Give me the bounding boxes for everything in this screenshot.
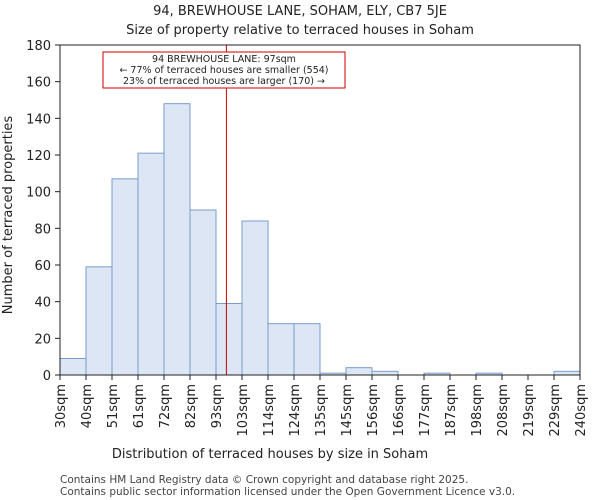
x-tick-label: 135sqm bbox=[314, 384, 329, 437]
y-tick-label: 40 bbox=[34, 296, 51, 311]
x-tick-label: 72sqm bbox=[158, 384, 173, 428]
x-axis: 30sqm 40sqm 51sqm 61sqm 72sqm 82sqm 93sqm 103sq… bbox=[54, 375, 589, 437]
x-tick-label: 240sqm bbox=[574, 384, 589, 437]
bar-40sqm bbox=[85, 266, 113, 376]
y-axis: 0 20 40 60 80 100 120 140 160 180 bbox=[26, 39, 60, 384]
bar-72sqm bbox=[163, 103, 191, 376]
bar-124sqm bbox=[293, 323, 321, 376]
x-tick-label: 198sqm bbox=[470, 384, 485, 437]
y-axis-label: Number of terraced properties bbox=[1, 116, 16, 315]
x-tick-label: 40sqm bbox=[80, 384, 95, 428]
annotation-line-2: ← 77% of terraced houses are smaller (55… bbox=[119, 65, 328, 76]
bar-93sqm bbox=[215, 303, 243, 376]
bar-82sqm bbox=[189, 209, 217, 376]
bar-61sqm bbox=[137, 152, 165, 376]
bar-156sqm bbox=[371, 370, 399, 376]
x-tick-label: 187sqm bbox=[444, 384, 459, 437]
annotation-line-3: 23% of terraced houses are larger (170) … bbox=[123, 76, 325, 87]
bars-group bbox=[59, 103, 581, 376]
annotation-box: 94 BREWHOUSE LANE: 97sqm ← 77% of terrac… bbox=[102, 51, 346, 89]
y-tick-label: 180 bbox=[26, 39, 51, 54]
annotation-line-1: 94 BREWHOUSE LANE: 97sqm bbox=[152, 54, 296, 65]
y-tick-label: 0 bbox=[43, 369, 51, 384]
y-tick-label: 160 bbox=[26, 76, 51, 91]
bar-30sqm bbox=[59, 358, 87, 376]
x-tick-label: 103sqm bbox=[236, 384, 251, 437]
bar-229sqm bbox=[553, 370, 581, 376]
x-tick-label: 61sqm bbox=[132, 384, 147, 428]
x-tick-label: 51sqm bbox=[106, 384, 121, 428]
x-tick-label: 156sqm bbox=[366, 384, 381, 437]
x-tick-label: 208sqm bbox=[496, 384, 511, 437]
y-tick-label: 80 bbox=[34, 222, 51, 237]
x-tick-label: 166sqm bbox=[392, 384, 407, 437]
x-tick-label: 177sqm bbox=[418, 384, 433, 437]
bar-145sqm bbox=[345, 367, 373, 376]
x-tick-label: 30sqm bbox=[54, 384, 69, 428]
bar-103sqm bbox=[241, 220, 269, 376]
footer-line-1: Contains HM Land Registry data © Crown c… bbox=[60, 474, 468, 486]
x-tick-label: 219sqm bbox=[522, 384, 537, 437]
bar-114sqm bbox=[267, 323, 295, 376]
y-tick-label: 20 bbox=[34, 332, 51, 347]
chart-title: 94, BREWHOUSE LANE, SOHAM, ELY, CB7 5JE bbox=[153, 4, 447, 19]
y-tick-label: 140 bbox=[26, 112, 51, 127]
x-tick-label: 145sqm bbox=[340, 384, 355, 437]
x-tick-label: 82sqm bbox=[184, 384, 199, 428]
footer-line-2: Contains public sector information licen… bbox=[60, 486, 515, 498]
y-tick-label: 60 bbox=[34, 259, 51, 274]
y-tick-label: 120 bbox=[26, 149, 51, 164]
x-tick-label: 93sqm bbox=[210, 384, 225, 428]
chart-subtitle: Size of property relative to terraced ho… bbox=[126, 23, 474, 38]
annotation-frame bbox=[102, 51, 346, 89]
x-tick-label: 124sqm bbox=[288, 384, 303, 437]
bar-51sqm bbox=[111, 178, 139, 376]
x-axis-label: Distribution of terraced houses by size … bbox=[112, 447, 428, 462]
x-tick-label: 229sqm bbox=[548, 384, 563, 437]
x-tick-label: 114sqm bbox=[262, 384, 277, 437]
y-tick-label: 100 bbox=[26, 186, 51, 201]
